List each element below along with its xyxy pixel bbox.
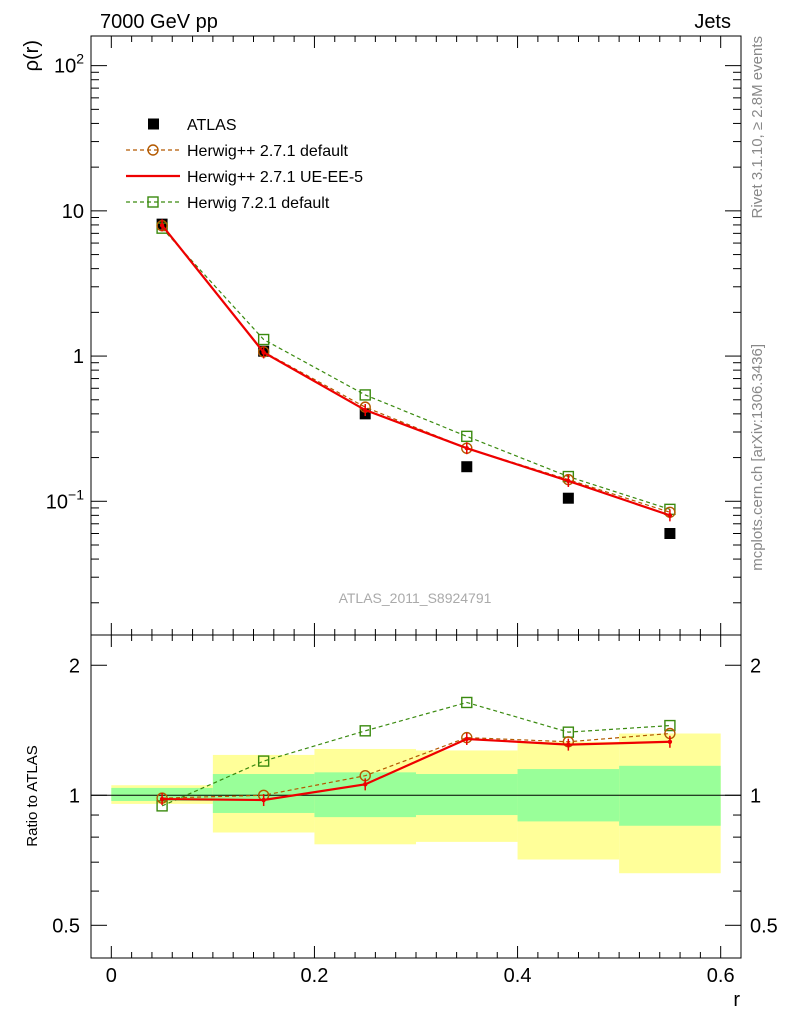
ratio-y-label: Ratio to ATLAS (24, 745, 41, 846)
data-series (156, 218, 676, 812)
legend-marker-hpp_def (147, 144, 159, 156)
ratio-y-tick-label-right: 2 (750, 655, 761, 677)
main-y-label: ρ(r) (21, 40, 43, 71)
x-tick-label: 0.6 (707, 965, 735, 987)
legend-label-hpp_def: Herwig++ 2.7.1 default (187, 143, 349, 160)
ratio-point-h72 (359, 725, 371, 737)
legend-item-atlas: ATLAS (148, 117, 237, 134)
header-right: Jets (694, 11, 731, 33)
rivet-label: Rivet 3.1.10, ≥ 2.8M events (749, 36, 766, 219)
main-point-hpp_ue (363, 407, 368, 413)
legend-label-h72: Herwig 7.2.1 default (187, 195, 330, 212)
ratio-band-inner-3 (416, 774, 518, 816)
ratio-line-h72 (161, 701, 670, 807)
ratio-band-inner-5 (619, 765, 721, 826)
x-tick-label: 0 (106, 965, 117, 987)
legend-label-atlas: ATLAS (187, 117, 237, 134)
ratio-band-inner-1 (212, 774, 315, 813)
ratio-point-hpp_ue (464, 736, 469, 742)
ratio-point-h72 (461, 696, 473, 709)
legend-marker-h72 (147, 196, 159, 208)
main-point-h72 (461, 430, 473, 443)
legend-item-h72: Herwig 7.2.1 default (126, 195, 330, 212)
main-point-hpp_ue (566, 478, 571, 484)
main-point-atlas (664, 527, 676, 539)
ratio-y-tick-label-right: 0.5 (750, 915, 778, 937)
main-point-atlas (461, 461, 473, 473)
ratio-point-h72 (664, 719, 676, 732)
ratio-point-hpp_ue (667, 739, 673, 744)
ratio-bands (111, 733, 721, 874)
ratio-point-hpp_ue (363, 782, 368, 787)
main-y-tick-label: 1 (73, 346, 84, 368)
legend-marker-atlas (148, 118, 159, 130)
ratio-point-hpp_ue (159, 796, 165, 802)
main-line-h72 (161, 227, 671, 510)
legend-item-hpp_def: Herwig++ 2.7.1 default (126, 143, 349, 160)
axis-ticks: 0 0.2 0.4 0.6 102 10 1 10−1 0.5 0.5 1 1 2 2 (46, 36, 778, 987)
main-y-tick-label: 10 (62, 201, 84, 223)
main-line-hpp_ue (161, 224, 671, 517)
ratio-line-hpp_def (162, 732, 670, 799)
main-y-tick-label: 10−1 (46, 486, 84, 513)
main-point-hpp_ue (667, 513, 673, 518)
ratio-point-hpp_ue (566, 742, 571, 747)
main-line-hpp_def (161, 225, 671, 513)
ratio-y-tick-label-right: 1 (750, 785, 761, 807)
ratio-line-hpp_ue (162, 737, 670, 802)
main-point-h72 (359, 389, 371, 401)
header-left: 7000 GeV pp (100, 11, 218, 33)
main-y-tick-label: 102 (54, 51, 84, 78)
ratio-y-tick-label-left: 1 (69, 785, 80, 807)
ratio-point-h72 (257, 755, 270, 767)
legend-label-hpp_ue: Herwig++ 2.7.1 UE-EE-5 (187, 169, 363, 186)
legend-item-hpp_ue: Herwig++ 2.7.1 UE-EE-5 (126, 169, 363, 186)
ratio-y-tick-label-left: 0.5 (52, 915, 80, 937)
ratio-y-tick-label-left: 2 (69, 655, 80, 677)
watermark: ATLAS_2011_S8924791 (339, 590, 492, 606)
x-axis-label: r (733, 989, 740, 1011)
x-tick-label: 0.2 (301, 965, 329, 987)
main-point-h72 (257, 333, 270, 346)
legend: ATLAS Herwig++ 2.7.1 default Herwig++ 2.7.… (126, 117, 363, 212)
main-point-hpp_ue (464, 446, 469, 451)
main-point-hpp_ue (261, 350, 266, 355)
x-tick-label: 0.4 (504, 965, 532, 987)
mcplots-label: mcplots.cern.ch [arXiv:1306.3436] (749, 344, 766, 571)
main-point-hpp_ue (159, 223, 165, 228)
main-point-atlas (562, 492, 574, 504)
ratio-point-hpp_ue (261, 797, 266, 803)
